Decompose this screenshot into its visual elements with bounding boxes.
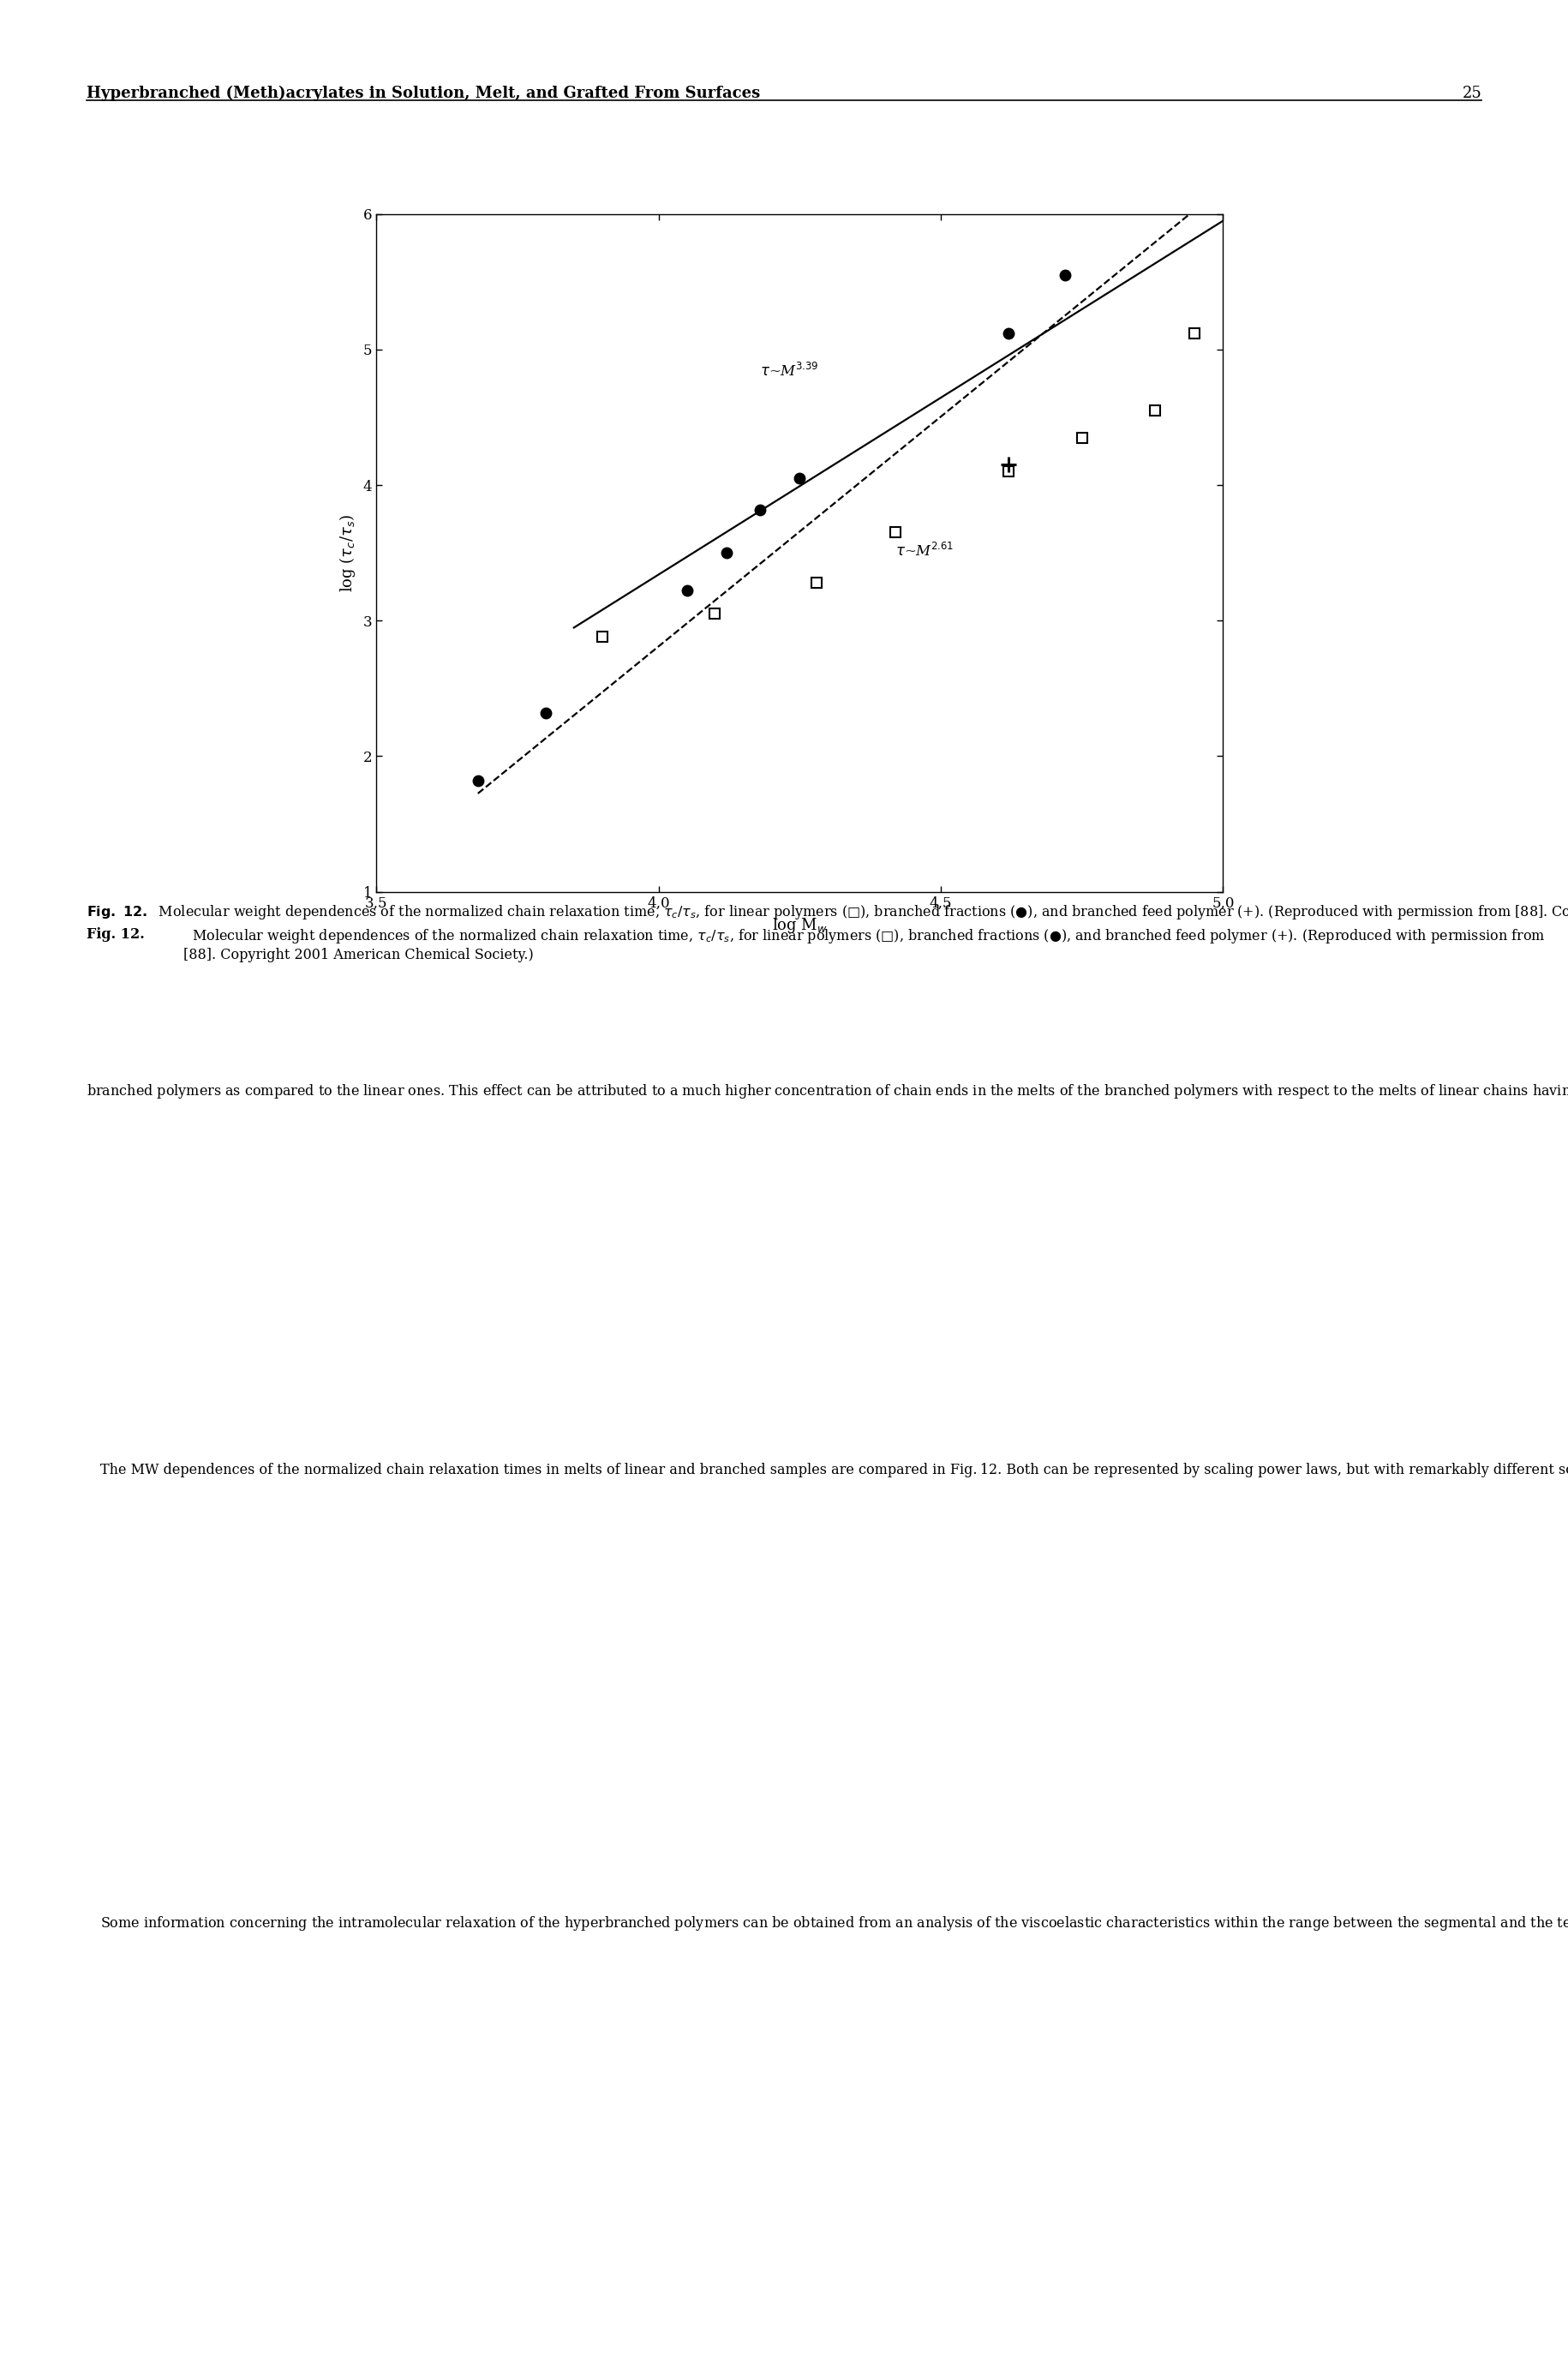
Text: $\tau$~M$^{2.61}$: $\tau$~M$^{2.61}$ (895, 542, 953, 559)
Text: Hyperbranched (Meth)acrylates in Solution, Melt, and Grafted From Surfaces: Hyperbranched (Meth)acrylates in Solutio… (86, 86, 760, 102)
Text: $\tau$~M$^{3.39}$: $\tau$~M$^{3.39}$ (760, 361, 818, 380)
Text: 25: 25 (1463, 86, 1482, 100)
Y-axis label: log ($\tau_c$/$\tau_s$): log ($\tau_c$/$\tau_s$) (337, 514, 358, 592)
Text: Molecular weight dependences of the normalized chain relaxation time, $\tau_c/\t: Molecular weight dependences of the norm… (183, 927, 1546, 963)
Text: branched polymers as compared to the linear ones. This effect can be attributed : branched polymers as compared to the lin… (86, 1082, 1568, 1101)
Text: Fig. 12.: Fig. 12. (86, 927, 144, 942)
Text: $\bf{Fig.\ 12.}$  Molecular weight dependences of the normalized chain relaxatio: $\bf{Fig.\ 12.}$ Molecular weight depend… (86, 904, 1568, 923)
X-axis label: log M$_w$: log M$_w$ (771, 916, 828, 935)
Text: Some information concerning the intramolecular relaxation of the hyperbranched p: Some information concerning the intramol… (86, 1914, 1568, 1933)
Text: The MW dependences of the normalized chain relaxation times in melts of linear a: The MW dependences of the normalized cha… (86, 1462, 1568, 1477)
